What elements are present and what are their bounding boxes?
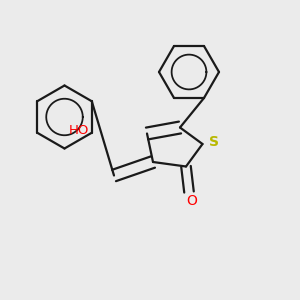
Text: O: O: [186, 194, 197, 208]
Text: S: S: [209, 136, 219, 149]
Text: HO: HO: [68, 124, 89, 137]
